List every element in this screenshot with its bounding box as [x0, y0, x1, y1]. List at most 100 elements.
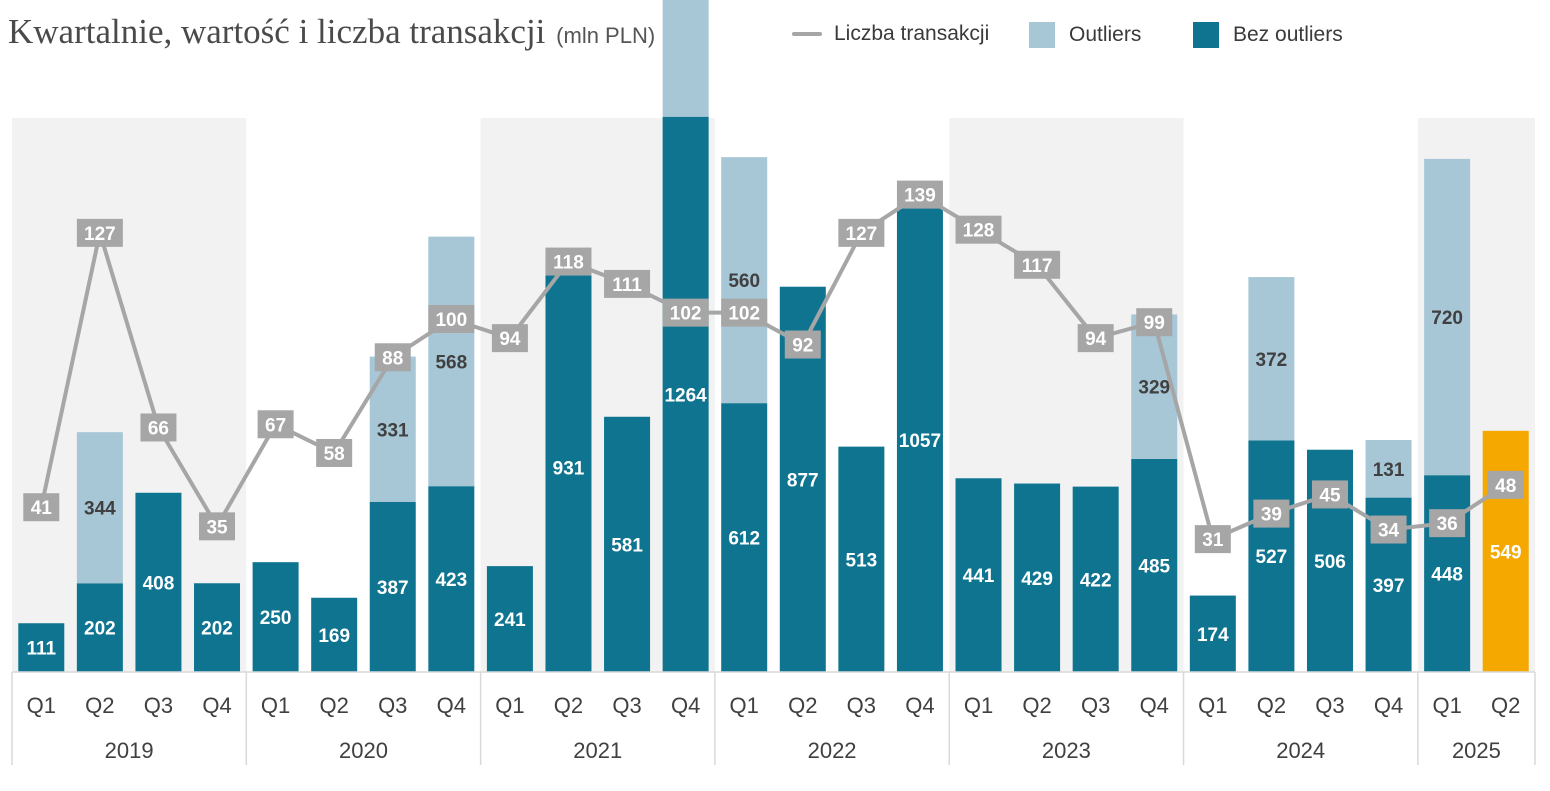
year-tick-label: 2021 [573, 738, 622, 763]
bar-outliers [721, 157, 768, 404]
quarter-tick-label: Q1 [1432, 693, 1461, 718]
bar-outliers [662, 0, 709, 117]
count-label-box [784, 330, 821, 359]
count-label-box [1136, 308, 1173, 337]
count-label: 128 [963, 221, 995, 242]
year-tick-label: 2024 [1276, 738, 1325, 763]
bar-base [896, 207, 943, 672]
year-band [12, 118, 247, 672]
year-tick-label: 2023 [1042, 738, 1091, 763]
bar-value-label: 387 [377, 578, 409, 599]
count-label-box [316, 438, 353, 467]
quarter-tick-label: Q2 [788, 693, 817, 718]
count-label-box [604, 269, 651, 298]
bar-value-label: 408 [143, 573, 175, 594]
quarter-tick-label: Q4 [671, 693, 700, 718]
bar-base [1189, 595, 1236, 672]
legend-item-base: Bez outliers [1193, 22, 1343, 48]
bar-value-label: 111 [26, 639, 56, 660]
quarter-tick-label: Q4 [437, 693, 466, 718]
bar-value-label: 1264 [664, 385, 707, 406]
quarter-tick-label: Q1 [27, 693, 56, 718]
count-label: 67 [265, 415, 286, 436]
legend-base-label: Bez outliers [1233, 23, 1343, 46]
quarter-tick-label: Q1 [1198, 693, 1227, 718]
outlier-value-label: 344 [84, 499, 116, 520]
quarter-tick-label: Q2 [85, 693, 114, 718]
outlier-value-label: 329 [1138, 378, 1170, 399]
quarter-tick-label: Q1 [964, 693, 993, 718]
count-label-box [23, 493, 60, 522]
count-label-box [76, 218, 123, 247]
outlier-value-label: 560 [728, 271, 760, 292]
bar-value-label: 174 [1197, 625, 1229, 646]
count-label-box [1429, 509, 1466, 538]
quarter-tick-label: Q2 [554, 693, 583, 718]
count-label: 127 [846, 224, 878, 245]
bar-outliers [1365, 440, 1412, 498]
legend-line-swatch [792, 32, 822, 36]
bar-base [662, 116, 709, 673]
count-label: 99 [1144, 313, 1165, 334]
quarter-tick-label: Q2 [1257, 693, 1286, 718]
bar-outliers [76, 432, 123, 584]
bar-base [1424, 475, 1471, 672]
quarter-tick-label: Q3 [378, 693, 407, 718]
bar-value-label: 241 [494, 610, 526, 631]
legend-item-line: Liczba transakcji [792, 22, 989, 46]
quarter-tick-label: Q4 [1140, 693, 1169, 718]
bar-value-label: 506 [1314, 552, 1346, 573]
outlier-value-label: 331 [377, 420, 409, 441]
bar-value-label: 250 [260, 608, 292, 629]
count-label: 139 [904, 186, 936, 207]
quarter-tick-label: Q2 [1022, 693, 1051, 718]
bar-value-label: 397 [1373, 576, 1405, 597]
quarter-tick-label: Q4 [1374, 693, 1403, 718]
bar-value-label: 513 [846, 550, 878, 571]
count-label-box [955, 215, 1002, 244]
legend-item-outliers: Outliers [1029, 22, 1141, 48]
year-tick-label: 2019 [105, 738, 154, 763]
bar-value-label: 527 [1256, 547, 1288, 568]
count-label-box [257, 410, 294, 439]
quarter-tick-label: Q1 [730, 693, 759, 718]
count-label: 88 [382, 348, 403, 369]
count-label: 94 [1085, 329, 1107, 350]
count-label: 117 [1022, 256, 1053, 277]
bar-base [18, 623, 65, 672]
year-tick-label: 2025 [1452, 738, 1501, 763]
count-label-box [1487, 470, 1524, 499]
bar-value-label: 202 [201, 619, 233, 640]
legend-outliers-label: Outliers [1069, 23, 1142, 46]
count-label-box [1014, 250, 1061, 279]
quarter-tick-label: Q4 [905, 693, 934, 718]
count-label-box [374, 343, 411, 372]
bar-base [1014, 483, 1061, 672]
quarter-tick-label: Q3 [1315, 693, 1344, 718]
bar-base [486, 566, 533, 672]
bar-base [838, 446, 885, 672]
count-label-box [428, 305, 475, 333]
bar-value-label: 877 [787, 470, 819, 491]
bar-base [604, 416, 651, 672]
quarter-tick-label: Q3 [612, 693, 641, 718]
bar-base [135, 492, 182, 672]
count-label-box [1311, 480, 1348, 509]
quarter-tick-label: Q3 [144, 693, 173, 718]
bar-base [252, 562, 299, 672]
count-label: 118 [553, 253, 584, 274]
bar-base [194, 583, 241, 672]
year-tick-label: 2020 [339, 738, 388, 763]
bar-value-label: 448 [1431, 565, 1463, 586]
bar-base [369, 501, 416, 672]
count-label-box [545, 247, 592, 276]
count-label-box [199, 512, 236, 541]
count-label: 102 [670, 304, 702, 325]
count-label: 39 [1261, 505, 1282, 526]
bar-base [76, 583, 123, 672]
bar-base [428, 486, 475, 672]
count-label: 58 [324, 444, 345, 465]
quarter-tick-label: Q3 [1081, 693, 1110, 718]
legend-base-swatch [1193, 22, 1219, 48]
